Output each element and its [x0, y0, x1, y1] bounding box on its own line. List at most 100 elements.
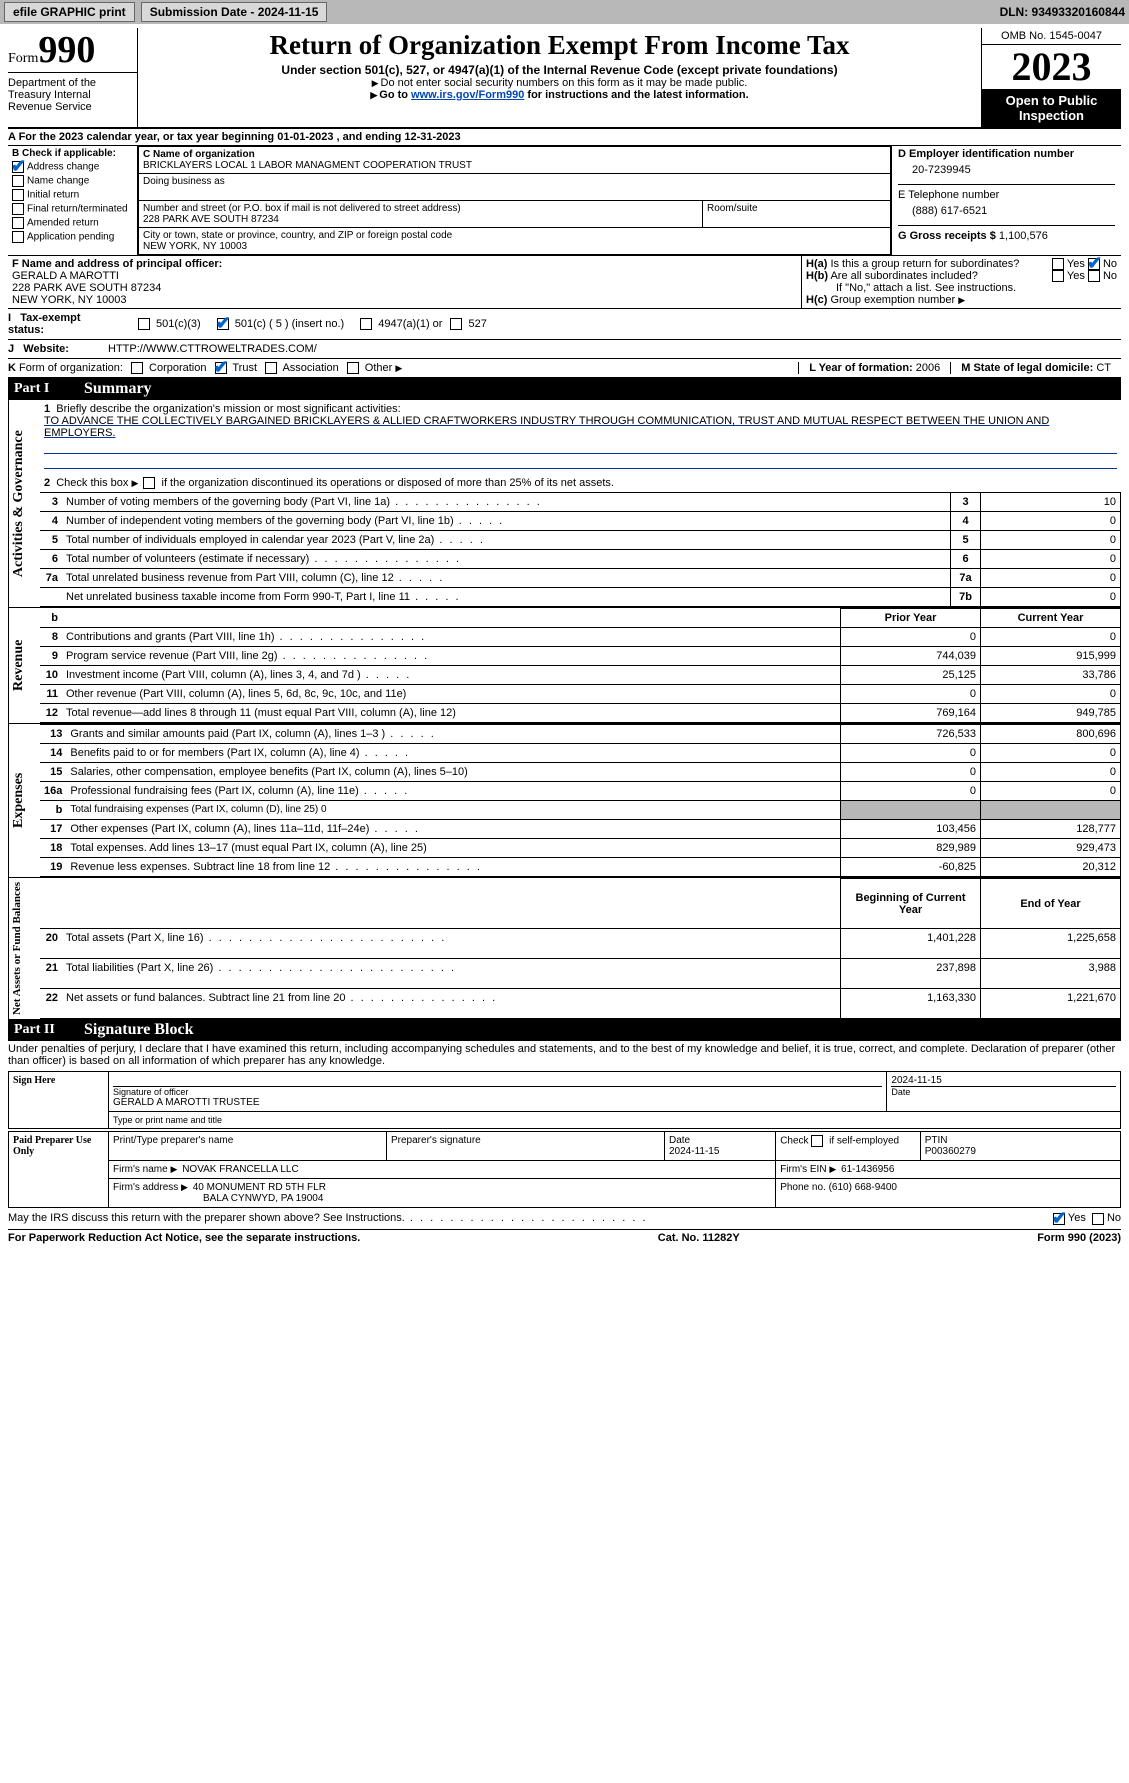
- ha-no-check[interactable]: [1088, 258, 1100, 270]
- exp-16a-curr: 0: [981, 782, 1121, 801]
- gov-6-text: Total number of volunteers (estimate if …: [66, 553, 461, 565]
- prep-date-label: Date: [669, 1135, 690, 1146]
- rev-10-prior: 25,125: [841, 666, 981, 685]
- exp-16b-text: Total fundraising expenses (Part IX, col…: [70, 804, 326, 815]
- revenue-table: bPrior YearCurrent Year 8Contributions a…: [40, 608, 1121, 723]
- check-501c3[interactable]: [138, 318, 150, 330]
- omb-number: OMB No. 1545-0047: [982, 28, 1121, 45]
- tax-year: 2023: [982, 45, 1121, 89]
- check-501c[interactable]: [217, 318, 229, 330]
- hb-note: If "No," attach a list. See instructions…: [806, 282, 1117, 294]
- exp-17-text: Other expenses (Part IX, column (A), lin…: [70, 823, 420, 835]
- discuss-no-check[interactable]: [1092, 1213, 1104, 1225]
- rev-8-curr: 0: [981, 628, 1121, 647]
- exp-19-curr: 20,312: [981, 858, 1121, 877]
- prep-ptin-label: PTIN: [925, 1135, 948, 1146]
- rev-8-prior: 0: [841, 628, 981, 647]
- rev-11-curr: 0: [981, 685, 1121, 704]
- check-other[interactable]: [347, 362, 359, 374]
- prior-year-header: Prior Year: [841, 609, 981, 628]
- na-22-text: Net assets or fund balances. Subtract li…: [66, 992, 497, 1004]
- city-value: NEW YORK, NY 10003: [143, 241, 247, 252]
- gov-6-box: 6: [951, 550, 981, 569]
- exp-15-curr: 0: [981, 763, 1121, 782]
- ha-yes-check[interactable]: [1052, 258, 1064, 270]
- exp-13-curr: 800,696: [981, 725, 1121, 744]
- 501c-suffix: (insert no.): [292, 318, 345, 330]
- rev-11-text: Other revenue (Part VIII, column (A), li…: [66, 688, 406, 700]
- side-revenue: Revenue: [8, 608, 40, 723]
- exp-19-num: 19: [40, 858, 66, 877]
- title-block: Return of Organization Exempt From Incom…: [138, 28, 981, 127]
- gov-7a-box: 7a: [951, 569, 981, 588]
- exp-17-num: 17: [40, 820, 66, 839]
- check-4947[interactable]: [360, 318, 372, 330]
- exp-18-curr: 929,473: [981, 839, 1121, 858]
- state-domicile-label: M State of legal domicile:: [961, 362, 1096, 374]
- rev-9-num: 9: [40, 647, 62, 666]
- gov-7b-box: 7b: [951, 588, 981, 607]
- gov-3-text: Number of voting members of the governin…: [66, 496, 542, 508]
- year-formation: 2006: [916, 362, 940, 374]
- na-21-num: 21: [40, 958, 62, 988]
- city-label: City or town, state or province, country…: [143, 230, 452, 241]
- begin-year-header: Beginning of Current Year: [841, 879, 981, 928]
- irs-link[interactable]: www.irs.gov/Form990: [411, 89, 524, 101]
- part1-title: Summary: [84, 380, 152, 398]
- gov-5-text: Total number of individuals employed in …: [66, 534, 485, 546]
- gross-value: 1,100,576: [999, 230, 1048, 242]
- na-20-curr: 1,225,658: [981, 928, 1121, 958]
- part1-num: Part I: [14, 381, 84, 397]
- exp-16a-text: Professional fundraising fees (Part IX, …: [70, 785, 409, 797]
- footer-form-suffix: (2023): [1086, 1232, 1121, 1244]
- sig-date-label: Date: [891, 1086, 1116, 1097]
- check-application-pending[interactable]: [12, 231, 24, 243]
- check-name-change[interactable]: [12, 175, 24, 187]
- expenses-table: 13Grants and similar amounts paid (Part …: [40, 724, 1121, 877]
- check-address-change[interactable]: [12, 161, 24, 173]
- form-number-box: Form990 Department of the Treasury Inter…: [8, 28, 138, 127]
- check-trust[interactable]: [215, 362, 227, 374]
- check-final-return[interactable]: [12, 203, 24, 215]
- exp-18-num: 18: [40, 839, 66, 858]
- prep-self-employed-check[interactable]: [811, 1135, 823, 1147]
- firm-phone: (610) 668-9400: [829, 1182, 897, 1193]
- period-end: 12-31-2023: [404, 131, 460, 143]
- check-assoc[interactable]: [265, 362, 277, 374]
- gov-3-val: 10: [981, 493, 1121, 512]
- rev-9-curr: 915,999: [981, 647, 1121, 666]
- check-527[interactable]: [450, 318, 462, 330]
- footer: For Paperwork Reduction Act Notice, see …: [8, 1230, 1121, 1246]
- rev-9-prior: 744,039: [841, 647, 981, 666]
- hb-no-check[interactable]: [1088, 270, 1100, 282]
- discuss-yes-check[interactable]: [1053, 1213, 1065, 1225]
- gov-7a-val: 0: [981, 569, 1121, 588]
- check-discontinued[interactable]: [143, 477, 155, 489]
- rev-9-text: Program service revenue (Part VIII, line…: [66, 650, 429, 662]
- gov-7b-blank: [40, 588, 62, 607]
- efile-print-button[interactable]: efile GRAPHIC print: [4, 2, 135, 22]
- dln-label: DLN: 93493320160844: [1000, 5, 1125, 19]
- hb-yes-check[interactable]: [1052, 270, 1064, 282]
- firm-addr1: 40 MONUMENT RD 5TH FLR: [193, 1182, 326, 1193]
- rev-12-text: Total revenue—add lines 8 through 11 (mu…: [66, 707, 456, 719]
- side-governance: Activities & Governance: [8, 400, 40, 607]
- mission-text: TO ADVANCE THE COLLECTIVELY BARGAINED BR…: [44, 415, 1049, 439]
- row-f-officer: F Name and address of principal officer:…: [8, 256, 801, 308]
- check-initial-return[interactable]: [12, 189, 24, 201]
- prep-date: 2024-11-15: [669, 1146, 719, 1157]
- submission-date-button[interactable]: Submission Date - 2024-11-15: [141, 2, 328, 22]
- label-final-return: Final return/terminated: [27, 204, 128, 215]
- check-amended-return[interactable]: [12, 217, 24, 229]
- officer-city: NEW YORK, NY 10003: [12, 294, 127, 306]
- end-year-header: End of Year: [981, 879, 1121, 928]
- check-corp[interactable]: [131, 362, 143, 374]
- gov-3-box: 3: [951, 493, 981, 512]
- state-domicile: CT: [1096, 362, 1111, 374]
- col-b-checkboxes: B Check if applicable: Address change Na…: [8, 146, 138, 255]
- discuss-text: May the IRS discuss this return with the…: [8, 1212, 648, 1224]
- gov-4-text: Number of independent voting members of …: [66, 515, 504, 527]
- footer-cat: Cat. No. 11282Y: [658, 1232, 740, 1244]
- rev-8-text: Contributions and grants (Part VIII, lin…: [66, 631, 426, 643]
- exp-17-curr: 128,777: [981, 820, 1121, 839]
